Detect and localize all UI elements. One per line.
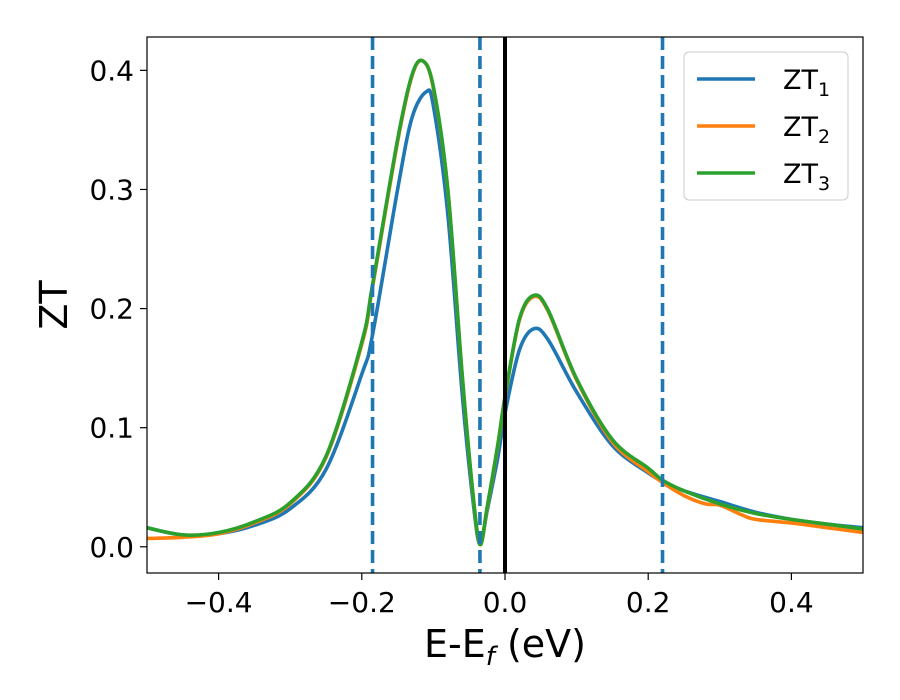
legend-label-zt3: ZT3 xyxy=(783,159,830,195)
plot-lines xyxy=(147,58,863,547)
y-tick-label: 0.3 xyxy=(89,173,134,206)
x-axis-label: E-Ef (eV) xyxy=(424,622,586,672)
y-tick-label: 0.1 xyxy=(89,412,134,445)
y-axis-label: ZT xyxy=(32,280,76,330)
legend-label-zt2: ZT2 xyxy=(783,112,830,148)
legend-label-zt1: ZT1 xyxy=(783,65,830,101)
reference-lines xyxy=(370,37,665,573)
x-tick-label: 0.2 xyxy=(626,586,671,619)
x-tick-label: 0.0 xyxy=(483,586,528,619)
x-axis: −0.4 −0.2 0.0 0.2 0.4 xyxy=(185,573,814,619)
x-tick-label: 0.4 xyxy=(769,586,814,619)
y-tick-label: 0.2 xyxy=(89,293,134,326)
legend: ZT1 ZT2 ZT3 xyxy=(683,51,849,201)
x-tick-label: −0.2 xyxy=(328,586,396,619)
y-tick-label: 0.4 xyxy=(89,54,134,87)
series-line-zt3 xyxy=(147,58,863,547)
legend-box xyxy=(683,51,849,201)
y-axis: 0.0 0.1 0.2 0.3 0.4 xyxy=(89,54,147,564)
x-tick-label: −0.4 xyxy=(185,586,253,619)
y-tick-label: 0.0 xyxy=(89,531,134,564)
